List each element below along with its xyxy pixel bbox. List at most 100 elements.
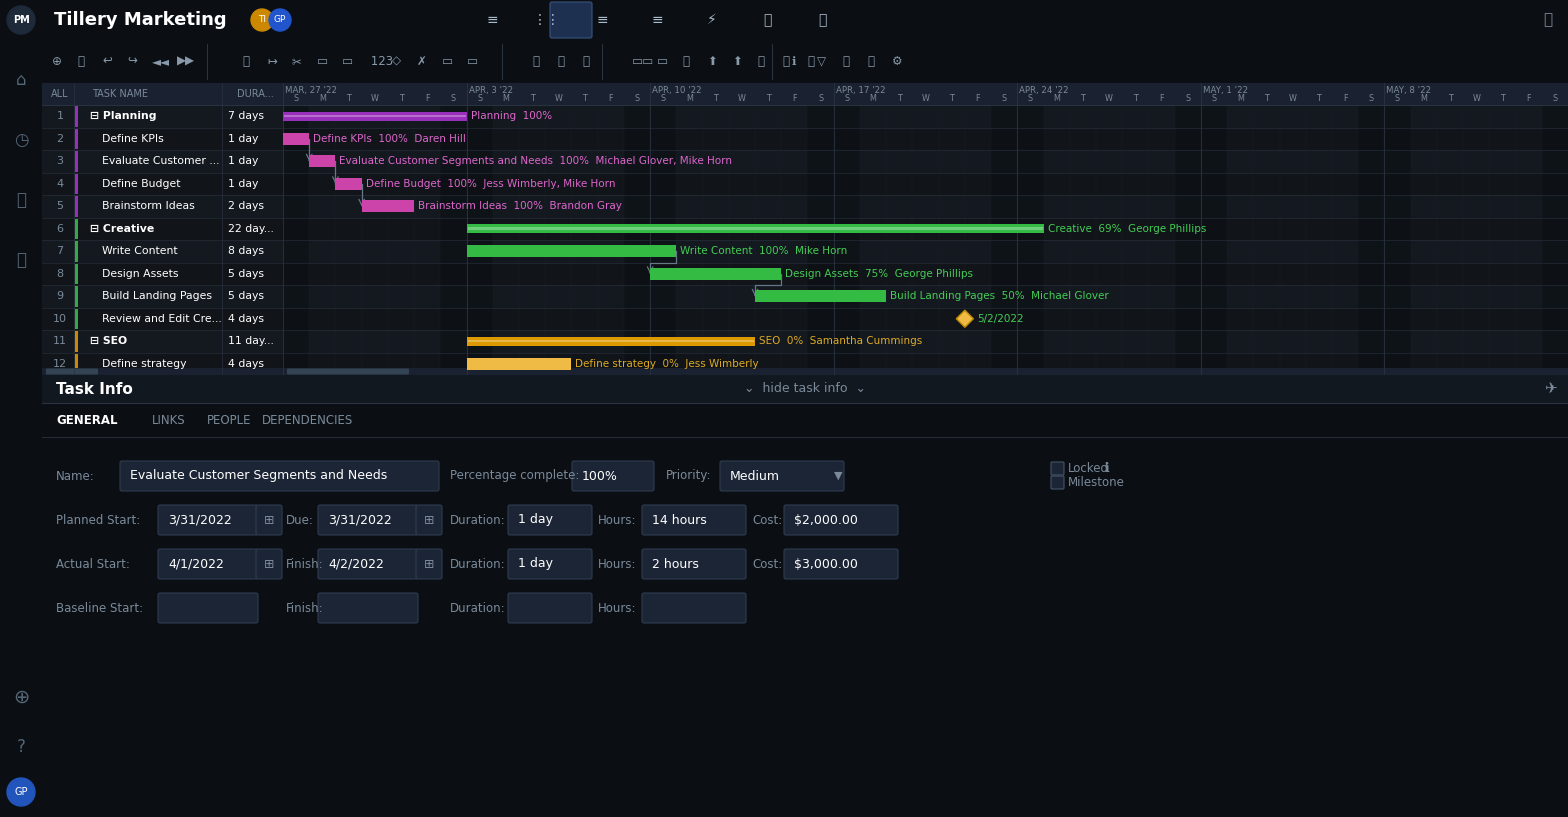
Text: ⚡: ⚡ bbox=[707, 13, 717, 27]
Text: T: T bbox=[530, 93, 535, 102]
Text: Review and Edit Cre...: Review and Edit Cre... bbox=[102, 314, 221, 324]
Text: Tillery Marketing: Tillery Marketing bbox=[53, 11, 227, 29]
FancyBboxPatch shape bbox=[42, 403, 1568, 437]
Text: MAY, 8 '22: MAY, 8 '22 bbox=[1386, 86, 1432, 95]
FancyBboxPatch shape bbox=[158, 593, 259, 623]
Text: 2 hours: 2 hours bbox=[652, 557, 699, 570]
Text: 7: 7 bbox=[56, 246, 64, 257]
Text: Build Landing Pages: Build Landing Pages bbox=[102, 291, 212, 301]
Text: 👥: 👥 bbox=[16, 191, 27, 209]
Text: 🔽: 🔽 bbox=[842, 55, 848, 68]
Text: 🖨: 🖨 bbox=[757, 55, 764, 68]
Text: Define strategy: Define strategy bbox=[102, 359, 187, 368]
Text: Define strategy  0%  Jess Wimberly: Define strategy 0% Jess Wimberly bbox=[575, 359, 759, 368]
Text: ⊟ Planning: ⊟ Planning bbox=[89, 111, 157, 121]
Text: S: S bbox=[844, 93, 850, 102]
FancyBboxPatch shape bbox=[282, 330, 1568, 352]
FancyBboxPatch shape bbox=[720, 461, 844, 491]
FancyBboxPatch shape bbox=[75, 264, 78, 284]
Text: GENERAL: GENERAL bbox=[56, 413, 118, 426]
Text: ▽: ▽ bbox=[817, 55, 826, 68]
Text: ▭: ▭ bbox=[442, 55, 453, 68]
Text: ✗: ✗ bbox=[417, 55, 426, 68]
FancyBboxPatch shape bbox=[808, 105, 834, 375]
FancyBboxPatch shape bbox=[282, 133, 309, 145]
Text: T: T bbox=[1134, 93, 1138, 102]
Text: MAY, 1 '22: MAY, 1 '22 bbox=[1203, 86, 1248, 95]
Text: Locked: Locked bbox=[1068, 462, 1109, 475]
FancyBboxPatch shape bbox=[42, 262, 282, 285]
FancyBboxPatch shape bbox=[45, 368, 97, 374]
Text: LINKS: LINKS bbox=[152, 413, 185, 426]
FancyBboxPatch shape bbox=[467, 245, 676, 257]
FancyBboxPatch shape bbox=[467, 227, 1043, 230]
Text: ALL: ALL bbox=[52, 89, 69, 99]
Text: W: W bbox=[922, 93, 930, 102]
Text: 5 days: 5 days bbox=[227, 291, 263, 301]
FancyBboxPatch shape bbox=[287, 368, 409, 374]
FancyBboxPatch shape bbox=[467, 340, 754, 342]
FancyBboxPatch shape bbox=[756, 290, 886, 302]
FancyBboxPatch shape bbox=[282, 127, 1568, 150]
Text: $3,000.00: $3,000.00 bbox=[793, 557, 858, 570]
Text: T: T bbox=[347, 93, 351, 102]
Text: S: S bbox=[1212, 93, 1217, 102]
Text: 📅: 📅 bbox=[762, 13, 771, 27]
Text: T: T bbox=[398, 93, 403, 102]
Text: ⊞: ⊞ bbox=[263, 557, 274, 570]
Text: M: M bbox=[502, 93, 510, 102]
FancyBboxPatch shape bbox=[1018, 105, 1044, 375]
Text: ⊞: ⊞ bbox=[423, 514, 434, 526]
FancyBboxPatch shape bbox=[282, 352, 1568, 375]
FancyBboxPatch shape bbox=[336, 178, 362, 190]
Text: ⊟ Creative: ⊟ Creative bbox=[89, 224, 154, 234]
FancyBboxPatch shape bbox=[282, 195, 1568, 217]
FancyBboxPatch shape bbox=[1051, 476, 1065, 489]
Text: S: S bbox=[1002, 93, 1007, 102]
Text: F: F bbox=[975, 93, 980, 102]
FancyBboxPatch shape bbox=[416, 505, 442, 535]
Text: ▭▭: ▭▭ bbox=[632, 55, 654, 68]
FancyBboxPatch shape bbox=[42, 217, 282, 240]
FancyBboxPatch shape bbox=[42, 307, 282, 330]
Text: ⊞: ⊞ bbox=[423, 557, 434, 570]
Text: GP: GP bbox=[14, 787, 28, 797]
Text: ⬆: ⬆ bbox=[732, 55, 742, 68]
FancyBboxPatch shape bbox=[641, 505, 746, 535]
Text: W: W bbox=[555, 93, 563, 102]
Text: APR, 3 '22: APR, 3 '22 bbox=[469, 86, 513, 95]
Text: Evaluate Customer ...: Evaluate Customer ... bbox=[102, 156, 220, 166]
Text: Define KPIs: Define KPIs bbox=[102, 134, 163, 144]
FancyBboxPatch shape bbox=[42, 240, 282, 262]
Text: Due:: Due: bbox=[285, 514, 314, 526]
Text: ℹ: ℹ bbox=[1105, 462, 1110, 475]
Text: ⌄  hide task info  ⌄: ⌄ hide task info ⌄ bbox=[743, 382, 866, 395]
FancyBboxPatch shape bbox=[318, 549, 419, 579]
FancyBboxPatch shape bbox=[282, 262, 1568, 285]
Circle shape bbox=[270, 9, 292, 31]
FancyBboxPatch shape bbox=[42, 285, 282, 307]
Text: W: W bbox=[1472, 93, 1480, 102]
Text: 🔍: 🔍 bbox=[682, 55, 688, 68]
Text: Evaluate Customer Segments and Needs: Evaluate Customer Segments and Needs bbox=[130, 470, 387, 483]
FancyBboxPatch shape bbox=[75, 309, 78, 329]
Text: 4/1/2022: 4/1/2022 bbox=[168, 557, 224, 570]
Text: Task Info: Task Info bbox=[56, 382, 133, 396]
FancyBboxPatch shape bbox=[784, 505, 898, 535]
Text: 4: 4 bbox=[56, 179, 64, 189]
Text: Brainstorm Ideas: Brainstorm Ideas bbox=[102, 201, 194, 212]
FancyBboxPatch shape bbox=[282, 172, 1568, 195]
Text: 🔗: 🔗 bbox=[241, 55, 249, 68]
Text: APR, 24 '22: APR, 24 '22 bbox=[1019, 86, 1069, 95]
Text: 5/2/2022: 5/2/2022 bbox=[977, 314, 1024, 324]
FancyBboxPatch shape bbox=[75, 241, 78, 261]
Text: 9: 9 bbox=[56, 291, 64, 301]
FancyBboxPatch shape bbox=[75, 128, 78, 149]
FancyBboxPatch shape bbox=[284, 115, 466, 117]
Text: ?: ? bbox=[17, 738, 25, 756]
Text: Build Landing Pages  50%  Michael Glover: Build Landing Pages 50% Michael Glover bbox=[891, 291, 1109, 301]
FancyBboxPatch shape bbox=[508, 549, 593, 579]
Text: S: S bbox=[477, 93, 483, 102]
Text: M: M bbox=[1237, 93, 1243, 102]
Text: 3/31/2022: 3/31/2022 bbox=[168, 514, 232, 526]
